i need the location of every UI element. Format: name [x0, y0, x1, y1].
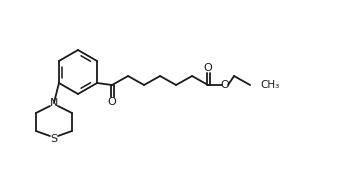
Text: CH₃: CH₃ [260, 80, 279, 90]
Text: S: S [50, 134, 57, 144]
Text: N: N [50, 98, 58, 108]
Text: O: O [108, 97, 116, 107]
Text: O: O [204, 63, 213, 73]
Text: O: O [221, 80, 229, 90]
